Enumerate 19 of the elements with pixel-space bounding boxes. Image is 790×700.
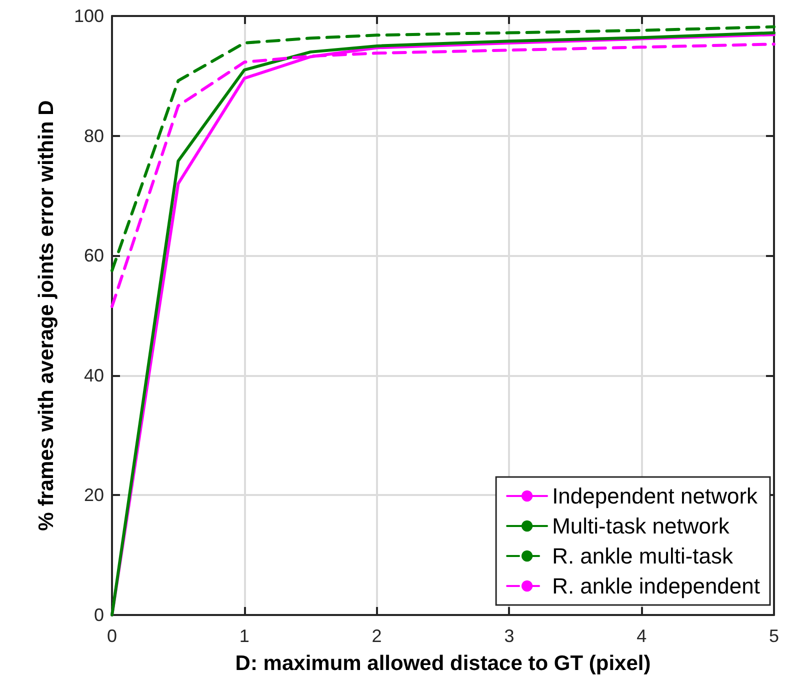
x-axis-title: D: maximum allowed distace to GT (pixel): [235, 652, 651, 675]
y-axis-title: % frames with average joints error within D: [35, 100, 58, 531]
legend-label: Independent network: [552, 484, 759, 508]
x-tick-label: 0: [106, 626, 118, 646]
y-tick-label: 100: [74, 6, 104, 26]
x-tick-label: 4: [636, 626, 647, 646]
y-tick-label: 40: [84, 365, 104, 386]
x-tick-label: 5: [768, 626, 780, 646]
y-tick-label: 60: [84, 246, 104, 266]
y-tick-label: 80: [84, 126, 104, 146]
legend-label: R. ankle multi-task: [552, 544, 734, 568]
x-tick-label: 1: [239, 626, 250, 646]
x-tick-label: 2: [372, 626, 382, 646]
x-tick-label: 3: [504, 626, 514, 646]
line-series: [110, 25, 776, 272]
y-tick-label: 0: [94, 605, 104, 625]
legend-label: Multi-task network: [552, 514, 730, 538]
y-tick-label: 20: [84, 485, 104, 506]
legend-label: R. ankle independent: [552, 574, 760, 598]
